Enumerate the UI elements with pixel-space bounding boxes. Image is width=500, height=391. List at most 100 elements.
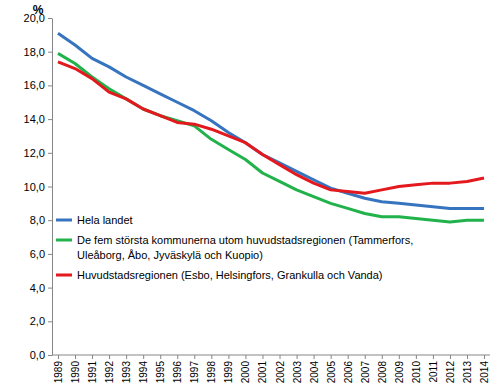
y-tick-mark <box>48 119 52 120</box>
y-tick: 12,0 <box>24 147 52 159</box>
legend-swatch <box>56 239 72 242</box>
x-tick-mark <box>177 355 178 359</box>
x-tick-mark <box>262 355 263 359</box>
x-tick: 1990 <box>70 355 81 383</box>
x-tick-label: 2011 <box>428 361 439 383</box>
x-tick: 1992 <box>104 355 115 383</box>
x-tick: 1996 <box>172 355 183 383</box>
y-tick-mark <box>48 187 52 188</box>
x-axis-line <box>52 355 490 356</box>
x-tick: 2009 <box>394 355 405 383</box>
x-tick-label: 1991 <box>87 361 98 384</box>
x-tick: 2003 <box>292 355 303 383</box>
x-tick-mark <box>143 355 144 359</box>
x-tick-label: 1989 <box>53 361 64 384</box>
y-tick: 18,0 <box>24 46 52 58</box>
x-tick: 2014 <box>479 355 490 383</box>
y-tick-mark <box>48 85 52 86</box>
y-tick-mark <box>48 18 52 19</box>
x-tick: 2006 <box>343 355 354 383</box>
chart: 0,02,04,06,08,010,012,014,016,018,020,01… <box>0 0 500 391</box>
x-tick-mark <box>245 355 246 359</box>
x-tick-mark <box>58 355 59 359</box>
x-tick-mark <box>365 355 366 359</box>
legend-item: De fem största kommunerna utom huvudstad… <box>56 234 413 261</box>
x-tick: 2004 <box>309 355 320 383</box>
y-tick-mark <box>48 288 52 289</box>
x-tick-mark <box>450 355 451 359</box>
x-tick-label: 2009 <box>394 361 405 384</box>
y-tick: 14,0 <box>24 113 52 125</box>
x-tick: 1995 <box>155 355 166 383</box>
x-tick-label: 2005 <box>326 361 337 384</box>
x-tick-label: 2000 <box>240 361 251 384</box>
x-tick-label: 2010 <box>411 361 422 384</box>
x-tick: 1998 <box>206 355 217 383</box>
x-tick-label: 1998 <box>206 361 217 384</box>
x-tick-mark <box>126 355 127 359</box>
x-tick-label: 1993 <box>121 361 132 384</box>
x-tick-mark <box>109 355 110 359</box>
x-tick-label: 2006 <box>343 361 354 384</box>
y-tick-label: 8,0 <box>30 214 45 226</box>
y-tick-label: 0,0 <box>30 349 45 361</box>
x-tick-mark <box>416 355 417 359</box>
x-tick-label: 1996 <box>172 361 183 384</box>
y-tick: 2,0 <box>30 315 52 327</box>
series-line <box>58 33 484 208</box>
x-tick-label: 1992 <box>104 361 115 384</box>
y-tick-label: 2,0 <box>30 315 45 327</box>
x-tick-mark <box>382 355 383 359</box>
x-tick-label: 1997 <box>189 361 200 384</box>
x-tick-label: 2003 <box>292 361 303 384</box>
x-tick-label: 2013 <box>462 361 473 384</box>
x-axis: 1989 1990 1991 1992 1993 1994 1995 1996 1997 1998… <box>52 355 490 383</box>
x-tick-mark <box>331 355 332 359</box>
x-tick: 2002 <box>275 355 286 383</box>
legend-item: Huvudstadsregionen (Esbo, Helsingfors, G… <box>56 269 383 281</box>
y-tick-label: 16,0 <box>24 79 45 91</box>
x-tick-label: 2008 <box>377 361 388 384</box>
x-tick: 1999 <box>223 355 234 383</box>
y-axis-title: % <box>33 3 44 17</box>
y-tick-label: 10,0 <box>24 181 45 193</box>
y-tick-label: 14,0 <box>24 113 45 125</box>
x-tick: 2007 <box>360 355 371 383</box>
x-tick: 2013 <box>462 355 473 383</box>
x-tick: 1991 <box>87 355 98 383</box>
x-tick: 1994 <box>138 355 149 383</box>
x-tick-mark <box>484 355 485 359</box>
x-tick: 1993 <box>121 355 132 383</box>
y-tick: 4,0 <box>30 282 52 294</box>
x-tick-label: 1999 <box>223 361 234 384</box>
x-tick-mark <box>194 355 195 359</box>
x-tick-label: 1990 <box>70 361 81 384</box>
y-tick: 10,0 <box>24 181 52 193</box>
plot-area <box>58 33 484 222</box>
x-tick-mark <box>348 355 349 359</box>
x-tick: 1989 <box>53 355 64 383</box>
y-tick-label: 6,0 <box>30 248 45 260</box>
x-tick-label: 2014 <box>479 361 490 384</box>
x-tick: 2000 <box>240 355 251 383</box>
y-tick-mark <box>48 52 52 53</box>
x-tick-mark <box>314 355 315 359</box>
x-tick: 1997 <box>189 355 200 383</box>
legend-label: De fem största kommunerna utom huvudstad… <box>77 234 413 261</box>
x-tick: 2001 <box>257 355 268 383</box>
x-tick-label: 2001 <box>257 361 268 384</box>
y-tick: 0,0 <box>30 349 52 361</box>
x-tick-label: 2004 <box>309 361 320 384</box>
y-tick-label: 4,0 <box>30 282 45 294</box>
y-tick-label: 18,0 <box>24 46 45 58</box>
y-tick-mark <box>48 254 52 255</box>
series-line <box>58 62 484 193</box>
x-tick-mark <box>75 355 76 359</box>
y-tick-mark <box>48 355 52 356</box>
series-line <box>58 53 484 222</box>
x-tick-mark <box>211 355 212 359</box>
x-tick-mark <box>433 355 434 359</box>
y-tick: 6,0 <box>30 248 52 260</box>
x-tick-mark <box>92 355 93 359</box>
y-tick-mark <box>48 321 52 322</box>
